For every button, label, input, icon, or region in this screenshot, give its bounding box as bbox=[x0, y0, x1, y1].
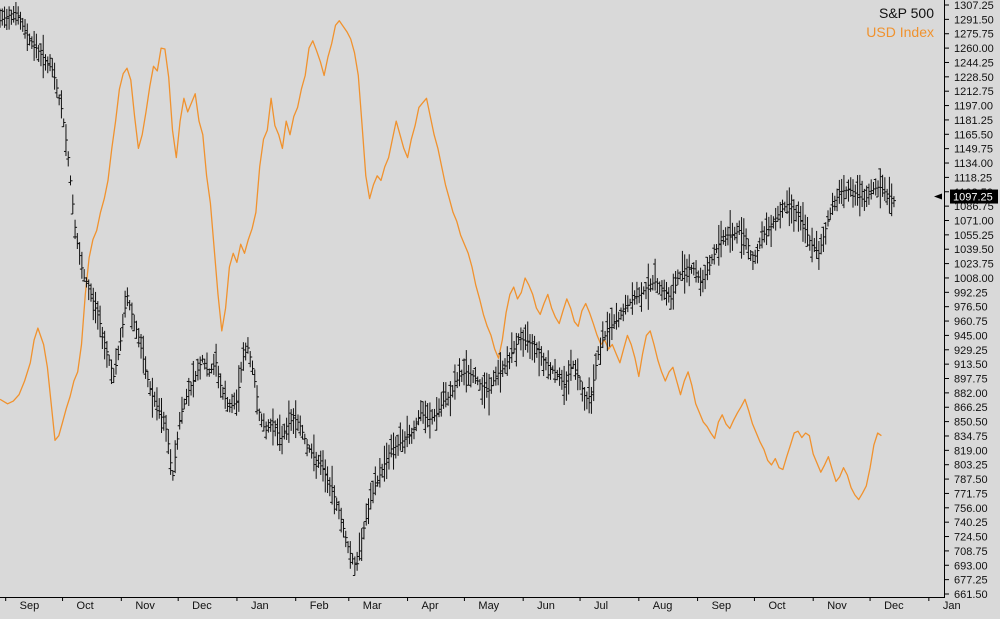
y-axis-ticks: 1307.25 1291.50 1275.75 1260.00 1244.25 1228.… bbox=[944, 0, 994, 601]
y-tick-label: 1197.00 bbox=[954, 101, 993, 113]
y-tick-label: 992.25 bbox=[954, 287, 988, 299]
x-axis-ticks: Sep Oct Nov Dec Jan Feb Mar Apr May Jun Jul Aug Sep O… bbox=[5, 597, 961, 612]
y-tick-label: 1275.75 bbox=[954, 29, 994, 41]
x-tick-label: Jul bbox=[594, 600, 608, 612]
usd-index-line bbox=[0, 20, 882, 501]
y-tick-label: 787.50 bbox=[954, 474, 988, 486]
y-tick-label: 1023.75 bbox=[954, 259, 994, 271]
y-tick-label: 756.00 bbox=[954, 503, 988, 515]
y-tick-label: 1055.25 bbox=[954, 230, 994, 242]
x-tick-label: Sep bbox=[20, 600, 40, 612]
x-tick-label: May bbox=[478, 600, 499, 612]
y-tick-label: 960.75 bbox=[954, 316, 988, 328]
current-price-tag: 1097.25 bbox=[934, 189, 998, 204]
y-tick-label: 929.25 bbox=[954, 345, 988, 357]
x-tick-label: Sep bbox=[712, 600, 732, 612]
price-tag-label: 1097.25 bbox=[953, 192, 993, 204]
x-tick-label: Oct bbox=[77, 600, 94, 612]
y-tick-label: 677.25 bbox=[954, 575, 988, 587]
y-tick-label: 1165.50 bbox=[954, 129, 993, 141]
y-tick-label: 834.75 bbox=[954, 431, 988, 443]
y-tick-label: 1228.50 bbox=[954, 72, 994, 84]
legend-usd-index: USD Index bbox=[866, 24, 934, 40]
y-tick-label: 708.75 bbox=[954, 546, 988, 558]
y-tick-label: 913.50 bbox=[954, 359, 988, 371]
y-tick-label: 771.75 bbox=[954, 488, 988, 500]
legend-sp500: S&P 500 bbox=[879, 5, 934, 21]
x-tick-label: Jan bbox=[943, 600, 961, 612]
x-tick-label: Apr bbox=[422, 600, 439, 612]
y-tick-label: 1071.00 bbox=[954, 215, 994, 227]
y-tick-label: 1291.50 bbox=[954, 14, 994, 26]
y-tick-label: 1181.25 bbox=[954, 115, 993, 127]
y-tick-label: 661.50 bbox=[954, 589, 988, 601]
y-tick-label: 1149.75 bbox=[954, 144, 993, 156]
x-tick-label: Jun bbox=[537, 600, 555, 612]
y-tick-label: 1039.50 bbox=[954, 244, 994, 256]
x-tick-label: Nov bbox=[827, 600, 847, 612]
y-tick-label: 1307.25 bbox=[954, 0, 994, 12]
legend: S&P 500 USD Index bbox=[866, 5, 934, 40]
x-tick-label: Feb bbox=[310, 600, 329, 612]
usd-layer bbox=[0, 20, 882, 501]
y-tick-label: 897.75 bbox=[954, 374, 988, 386]
y-tick-label: 724.50 bbox=[954, 532, 988, 544]
y-tick-label: 1008.00 bbox=[954, 273, 994, 285]
y-tick-label: 819.00 bbox=[954, 445, 988, 457]
x-tick-label: Jan bbox=[251, 600, 269, 612]
x-tick-label: Dec bbox=[192, 600, 212, 612]
y-tick-label: 882.00 bbox=[954, 388, 988, 400]
y-tick-label: 803.25 bbox=[954, 460, 988, 472]
y-tick-label: 866.25 bbox=[954, 402, 988, 414]
y-tick-label: 1134.00 bbox=[954, 158, 993, 170]
x-tick-label: Aug bbox=[653, 600, 673, 612]
y-tick-label: 976.50 bbox=[954, 302, 988, 314]
y-tick-label: 1212.75 bbox=[954, 86, 994, 98]
y-tick-label: 740.25 bbox=[954, 517, 988, 529]
y-tick-label: 1118.25 bbox=[954, 172, 992, 184]
x-tick-label: Nov bbox=[135, 600, 155, 612]
y-tick-label: 693.00 bbox=[954, 560, 988, 572]
y-tick-label: 1260.00 bbox=[954, 43, 994, 55]
price-tag-box bbox=[950, 189, 998, 204]
y-tick-label: 1244.25 bbox=[954, 57, 994, 69]
y-tick-label: 1086.75 bbox=[954, 201, 994, 213]
sp500-layer bbox=[0, 2, 896, 576]
x-tick-label: Mar bbox=[363, 600, 382, 612]
y-tick-label: 850.50 bbox=[954, 417, 988, 429]
x-tick-label: Oct bbox=[768, 600, 785, 612]
x-tick-label: Dec bbox=[884, 600, 904, 612]
price-pointer-icon bbox=[934, 193, 942, 200]
y-tick-label: 945.00 bbox=[954, 330, 988, 342]
